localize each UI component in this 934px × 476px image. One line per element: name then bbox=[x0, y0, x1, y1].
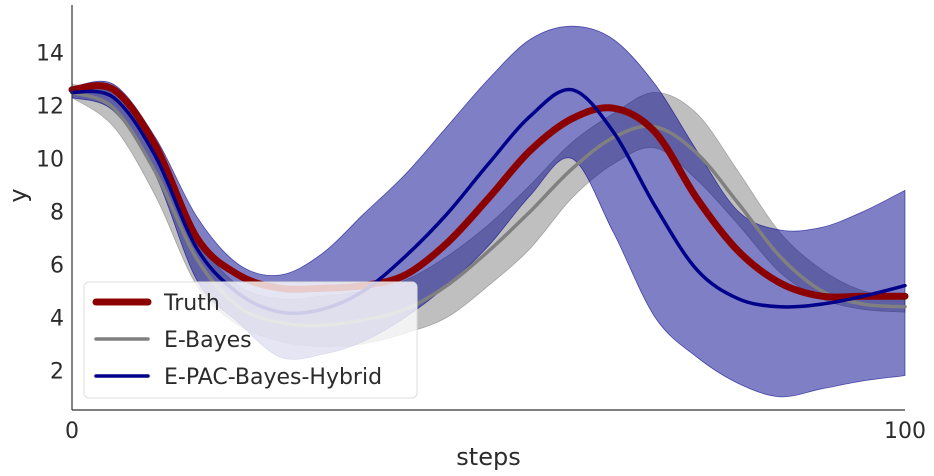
x-tick-label: 0 bbox=[65, 419, 79, 444]
truth-line bbox=[68, 82, 909, 301]
e-bayes-line bbox=[70, 90, 907, 328]
axes: 2 4 6 8 10 12 14 0 100 bbox=[36, 5, 926, 444]
legend-label-truth: Truth bbox=[163, 291, 220, 316]
y-tick-label: 8 bbox=[50, 200, 64, 225]
x-tick-label: 100 bbox=[884, 419, 926, 444]
series-lines bbox=[68, 82, 909, 328]
legend-label-e-bayes: E-Bayes bbox=[164, 328, 252, 353]
x-axis-label: steps bbox=[456, 443, 520, 471]
y-tick-label: 6 bbox=[50, 253, 64, 278]
y-tick-label: 2 bbox=[50, 359, 64, 384]
y-axis-label: y bbox=[4, 188, 32, 202]
y-tick-label: 10 bbox=[36, 148, 64, 173]
legend-label-e-pac-bayes-hybrid: E-PAC-Bayes-Hybrid bbox=[164, 365, 382, 390]
legend: Truth E-Bayes E-PAC-Bayes-Hybrid bbox=[83, 281, 418, 399]
y-tick-label: 4 bbox=[50, 306, 64, 331]
y-tick-label: 12 bbox=[36, 95, 64, 120]
e-pac-bayes-hybrid-line bbox=[70, 87, 907, 316]
y-tick-label: 14 bbox=[36, 42, 64, 67]
legend-frame bbox=[83, 281, 418, 399]
